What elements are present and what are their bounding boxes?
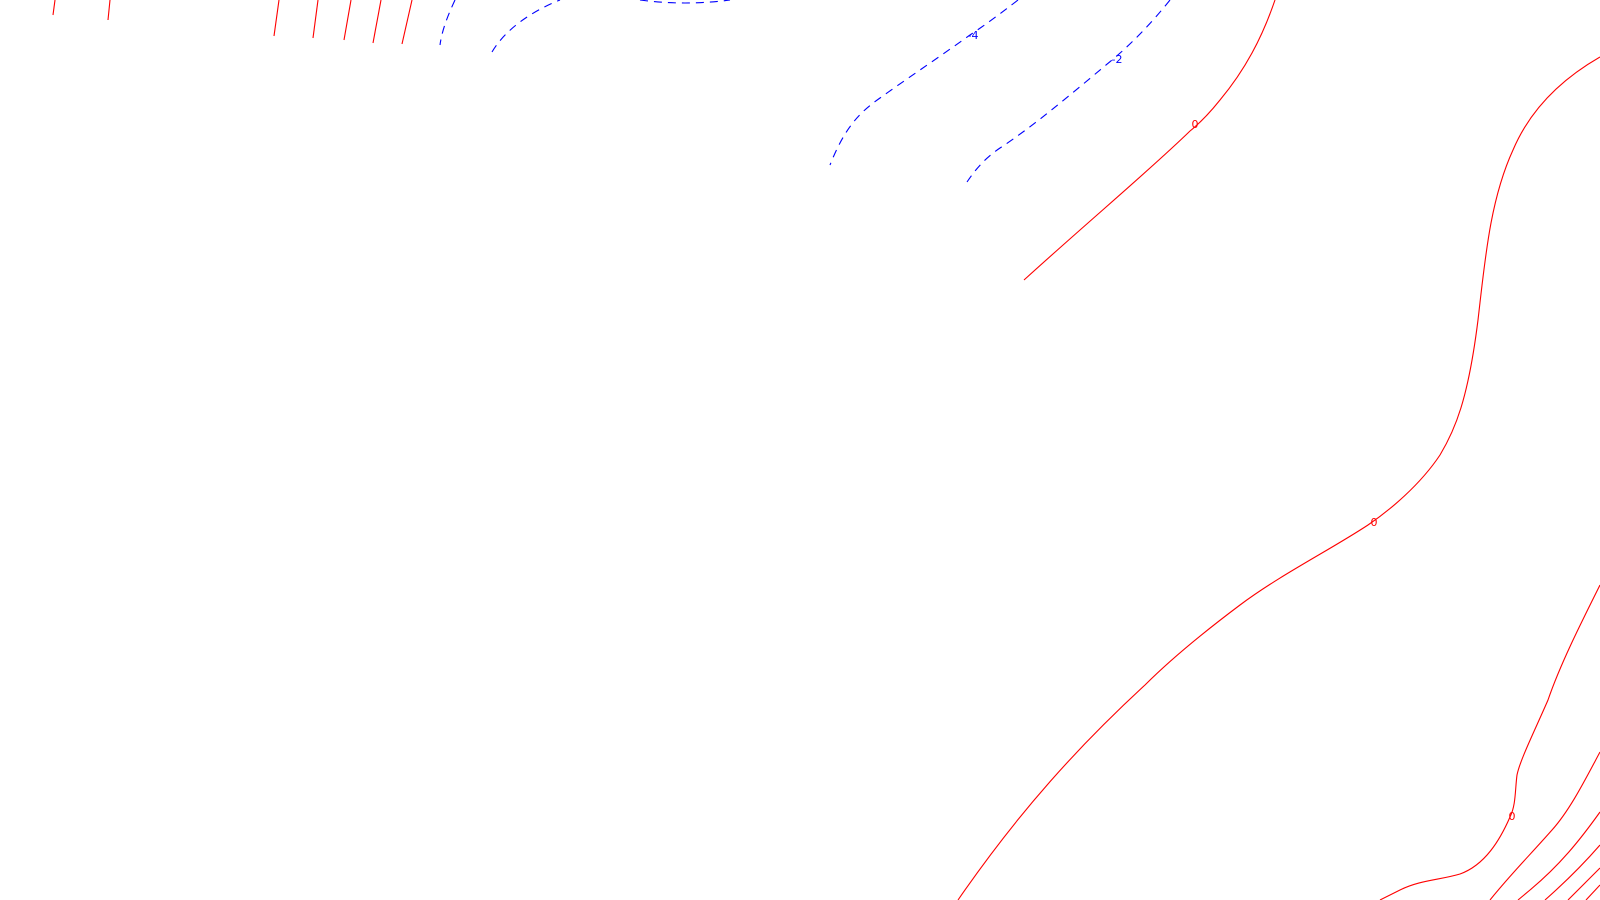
contour-line-zero-upper (1023, 0, 1276, 281)
contour-label-zero: 0 (1192, 118, 1199, 131)
contour-labels: -4 -2 0 0 0 (968, 29, 1516, 823)
dashed-contour-line (829, 0, 1019, 166)
negative-contours (439, 0, 1171, 183)
dashed-contour-line (439, 0, 456, 46)
contour-line-zero-main (957, 56, 1600, 900)
contour-label-neg4: -4 (968, 29, 979, 42)
contour-line-zero-lower (1379, 584, 1600, 900)
contour-line (52, 0, 56, 16)
contour-line (343, 0, 352, 41)
contour-label-zero: 0 (1371, 516, 1378, 529)
contour-line (1544, 844, 1600, 900)
dashed-contour-line (639, 0, 731, 4)
contour-line (1585, 884, 1600, 900)
contour-line (1489, 751, 1600, 900)
contour-label-zero: 0 (1509, 810, 1516, 823)
contour-line (1567, 867, 1600, 900)
contour-line (312, 0, 319, 39)
positive-contours (52, 0, 1600, 900)
contour-line (1517, 811, 1600, 900)
contour-label-neg2: -2 (1112, 53, 1123, 66)
contour-line (401, 0, 413, 45)
contour-line (273, 0, 280, 37)
contour-line (107, 0, 111, 21)
dashed-contour-line (966, 0, 1171, 183)
dashed-contour-line (491, 0, 561, 53)
contour-line (372, 0, 382, 44)
